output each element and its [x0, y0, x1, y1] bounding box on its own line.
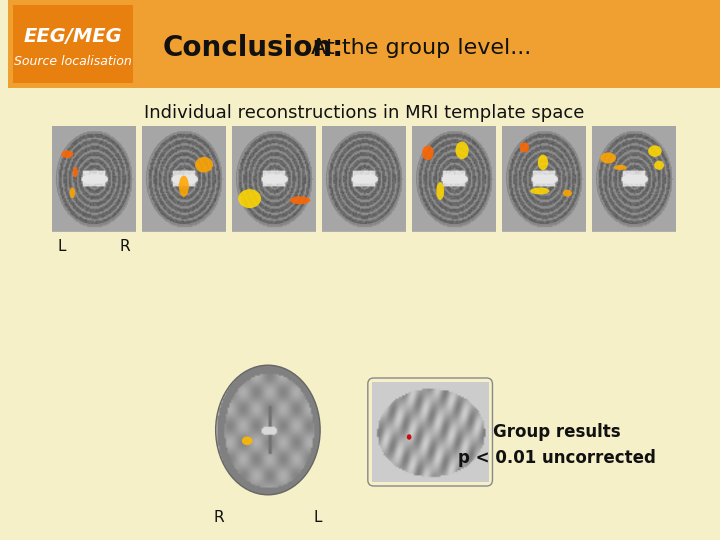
Ellipse shape: [456, 141, 469, 159]
Ellipse shape: [242, 436, 253, 445]
FancyBboxPatch shape: [13, 5, 133, 83]
Ellipse shape: [520, 143, 529, 152]
Text: Group results
p < 0.01 uncorrected: Group results p < 0.01 uncorrected: [458, 423, 656, 467]
Ellipse shape: [61, 151, 73, 158]
Text: At the group level...: At the group level...: [304, 37, 531, 58]
Ellipse shape: [195, 157, 213, 173]
Ellipse shape: [290, 197, 310, 204]
Text: R: R: [214, 510, 224, 525]
Text: R: R: [120, 239, 130, 254]
Text: L: L: [314, 510, 323, 525]
FancyBboxPatch shape: [233, 126, 315, 231]
Ellipse shape: [179, 176, 189, 197]
Ellipse shape: [530, 187, 549, 194]
Text: Conclusion:: Conclusion:: [163, 33, 344, 62]
Ellipse shape: [407, 434, 411, 440]
Text: Source localisation: Source localisation: [14, 55, 132, 68]
FancyBboxPatch shape: [503, 126, 585, 231]
Ellipse shape: [648, 145, 662, 157]
Ellipse shape: [73, 167, 78, 177]
Text: L: L: [57, 239, 66, 254]
Text: EEG/MEG: EEG/MEG: [24, 26, 122, 46]
FancyBboxPatch shape: [143, 126, 225, 231]
Ellipse shape: [422, 146, 433, 160]
Ellipse shape: [538, 154, 548, 170]
FancyBboxPatch shape: [593, 126, 675, 231]
FancyBboxPatch shape: [53, 126, 135, 231]
FancyBboxPatch shape: [413, 126, 495, 231]
FancyBboxPatch shape: [323, 126, 405, 231]
Ellipse shape: [70, 187, 75, 198]
Ellipse shape: [436, 182, 444, 200]
Ellipse shape: [238, 189, 261, 208]
Ellipse shape: [654, 161, 664, 170]
Ellipse shape: [614, 165, 626, 170]
Ellipse shape: [563, 190, 572, 197]
Ellipse shape: [600, 152, 616, 164]
Text: Individual reconstructions in MRI template space: Individual reconstructions in MRI templa…: [144, 104, 584, 122]
FancyBboxPatch shape: [8, 0, 720, 88]
